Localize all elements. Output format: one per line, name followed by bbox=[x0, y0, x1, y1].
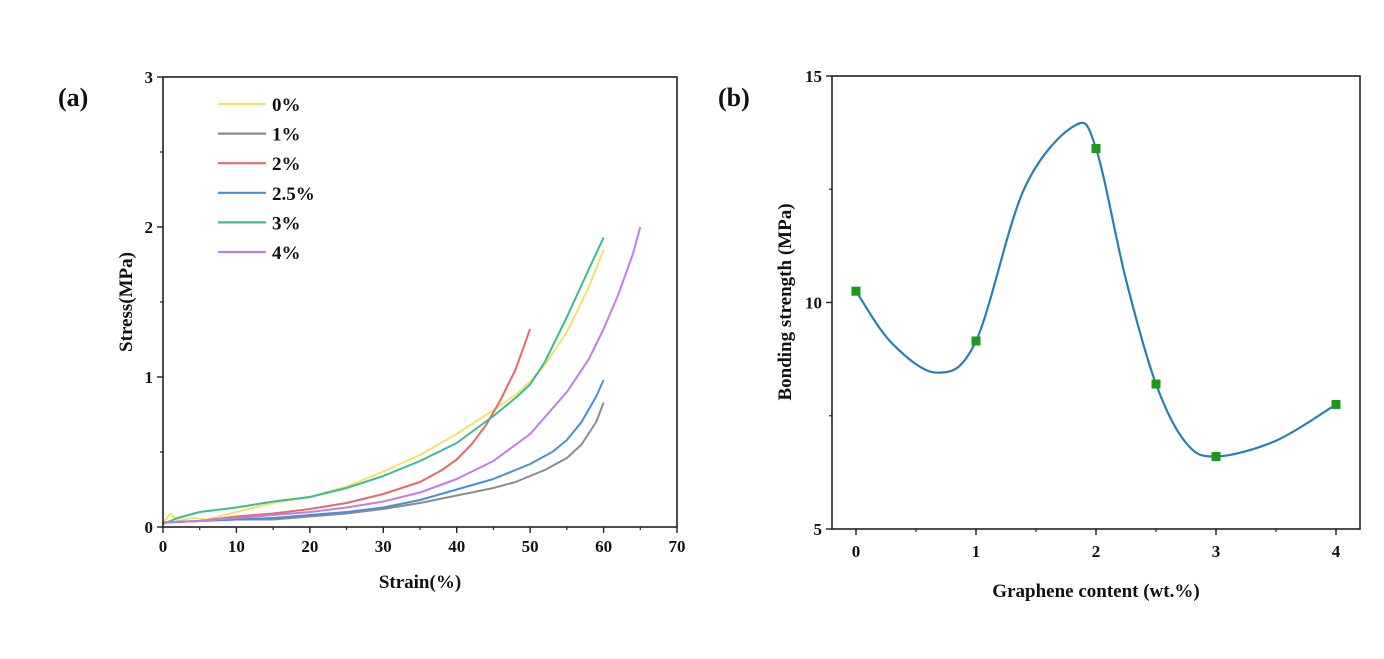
panel-a-legend: 0% 1% 2% 2.5% 3% 4% bbox=[218, 95, 315, 264]
legend-label: 4% bbox=[272, 243, 301, 264]
series-line-4pct bbox=[162, 226, 642, 524]
data-point-marker bbox=[971, 336, 981, 346]
panel-b-fit-curve bbox=[855, 121, 1337, 458]
x-tick-label: 0 bbox=[159, 537, 168, 556]
x-tick-label: 50 bbox=[522, 537, 539, 556]
y-tick-label: 5 bbox=[814, 520, 823, 539]
series-line-2pct bbox=[162, 328, 532, 524]
y-tick-label: 1 bbox=[145, 368, 154, 387]
panel-b-plot-frame bbox=[831, 75, 1361, 530]
series-line-2-5pct bbox=[162, 379, 605, 524]
y-tick-label: 0 bbox=[145, 518, 154, 537]
panel-b-x-axis-label: Graphene content (wt.%) bbox=[992, 581, 1199, 602]
panel-a-plot-frame bbox=[162, 76, 678, 528]
x-tick-label: 70 bbox=[669, 537, 686, 556]
x-tick-label: 10 bbox=[228, 537, 245, 556]
y-tick-label: 2 bbox=[145, 218, 154, 237]
series-line-1pct bbox=[162, 402, 605, 524]
y-tick-label: 15 bbox=[805, 67, 822, 86]
panel-b-bonding-strength-chart: (b) 0 1 2 3 4 5 10 15 Graphene content (wt.%) B… bbox=[718, 67, 1361, 602]
legend-label: 0% bbox=[272, 95, 301, 116]
y-tick-label: 10 bbox=[805, 294, 822, 313]
panel-b-ticks: 0 1 2 3 4 5 10 15 bbox=[805, 67, 1341, 561]
panel-a-y-axis-label: Stress(MPa) bbox=[116, 252, 137, 352]
series-line-3pct bbox=[162, 237, 605, 525]
data-point-marker bbox=[1091, 143, 1101, 153]
x-tick-label: 4 bbox=[1332, 542, 1341, 561]
legend-label: 3% bbox=[272, 213, 301, 234]
panel-b-label: (b) bbox=[718, 83, 750, 112]
panel-a-series-group bbox=[162, 226, 642, 525]
x-tick-label: 30 bbox=[375, 537, 392, 556]
legend-label: 2.5% bbox=[272, 184, 315, 205]
x-tick-label: 2 bbox=[1092, 542, 1101, 561]
panel-b-y-axis-label: Bonding strength (MPa) bbox=[775, 203, 796, 400]
panel-a-stress-strain-chart: (a) 0 10 20 30 40 50 60 70 0 1 2 3 0% 1% 2% 2.5% 3% 4% S… bbox=[58, 68, 686, 593]
series-line-0pct bbox=[162, 249, 605, 525]
x-tick-label: 1 bbox=[972, 542, 981, 561]
data-point-marker bbox=[851, 286, 861, 296]
x-tick-label: 40 bbox=[448, 537, 465, 556]
x-tick-label: 3 bbox=[1212, 542, 1221, 561]
panel-b-data-points bbox=[851, 143, 1341, 462]
panel-a-label: (a) bbox=[58, 83, 88, 112]
legend-label: 2% bbox=[272, 154, 301, 175]
data-point-marker bbox=[1211, 452, 1221, 462]
panel-a-ticks: 0 10 20 30 40 50 60 70 0 1 2 3 bbox=[145, 68, 686, 556]
x-tick-label: 20 bbox=[301, 537, 318, 556]
x-tick-label: 60 bbox=[595, 537, 612, 556]
x-tick-label: 0 bbox=[852, 542, 861, 561]
data-point-marker bbox=[1331, 399, 1341, 409]
panel-a-x-axis-label: Strain(%) bbox=[379, 572, 461, 593]
y-tick-label: 3 bbox=[145, 68, 154, 87]
data-point-marker bbox=[1151, 379, 1161, 389]
legend-label: 1% bbox=[272, 125, 301, 146]
